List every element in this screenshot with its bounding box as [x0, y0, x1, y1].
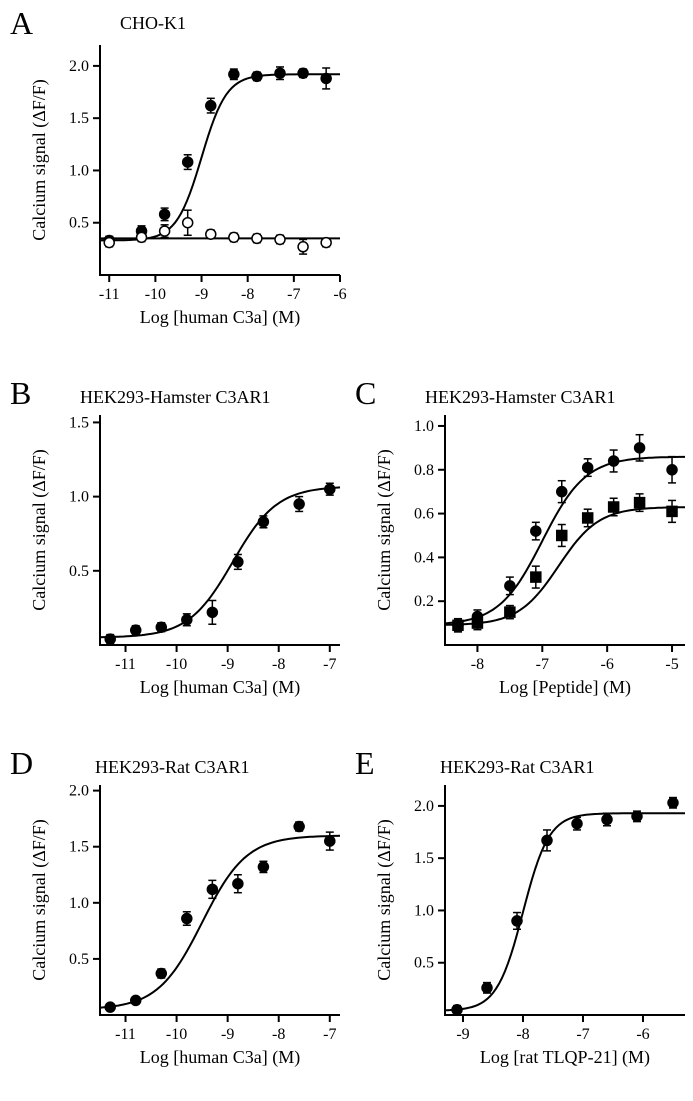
svg-text:0.4: 0.4 — [414, 549, 434, 566]
svg-text:Log [Peptide] (M): Log [Peptide] (M) — [499, 677, 631, 698]
svg-text:0.5: 0.5 — [69, 951, 89, 968]
svg-text:Log [rat TLQP-21] (M): Log [rat TLQP-21] (M) — [480, 1047, 650, 1068]
svg-text:2.0: 2.0 — [69, 783, 89, 800]
svg-text:1.0: 1.0 — [69, 489, 89, 506]
chart-B: 0.5 1.0 1.5 -11 -10 -9 -8 -7 Calcium signal (ΔF/… — [10, 375, 350, 720]
svg-text:-8: -8 — [272, 656, 285, 673]
svg-text:-9: -9 — [221, 1026, 234, 1043]
svg-text:-6: -6 — [636, 1026, 649, 1043]
svg-text:2.0: 2.0 — [414, 798, 434, 815]
svg-text:Log [human C3a] (M): Log [human C3a] (M) — [140, 307, 300, 328]
svg-text:-10: -10 — [166, 1026, 187, 1043]
svg-text:-6: -6 — [600, 656, 613, 673]
svg-text:2.0: 2.0 — [69, 58, 89, 75]
chart-E: 0.5 1.0 1.5 2.0 -9 -8 -7 -6 Calcium signal (ΔF/F… — [355, 745, 693, 1090]
svg-text:-9: -9 — [456, 1026, 469, 1043]
svg-text:Calcium signal (ΔF/F): Calcium signal (ΔF/F) — [374, 449, 395, 611]
svg-text:-11: -11 — [115, 656, 136, 673]
svg-text:Calcium signal (ΔF/F): Calcium signal (ΔF/F) — [29, 79, 50, 241]
chart-A: 0.5 1.0 1.5 2.0 -11 -10 -9 -8 -7 -6 Calcium signal… — [10, 5, 350, 350]
svg-text:-11: -11 — [99, 286, 120, 303]
svg-text:-8: -8 — [272, 1026, 285, 1043]
svg-text:1.5: 1.5 — [414, 850, 434, 867]
svg-text:-7: -7 — [576, 1026, 589, 1043]
svg-text:-9: -9 — [195, 286, 208, 303]
svg-text:-11: -11 — [115, 1026, 136, 1043]
svg-text:1.5: 1.5 — [69, 839, 89, 856]
svg-text:-10: -10 — [145, 286, 166, 303]
svg-text:-5: -5 — [665, 656, 678, 673]
svg-text:0.2: 0.2 — [414, 593, 434, 610]
svg-text:-8: -8 — [516, 1026, 529, 1043]
svg-text:-7: -7 — [323, 1026, 336, 1043]
svg-text:1.5: 1.5 — [69, 414, 89, 431]
svg-text:-7: -7 — [323, 656, 336, 673]
svg-text:Log [human C3a] (M): Log [human C3a] (M) — [140, 1047, 300, 1068]
svg-text:0.8: 0.8 — [414, 462, 434, 479]
svg-text:Calcium signal (ΔF/F): Calcium signal (ΔF/F) — [29, 449, 50, 611]
svg-text:Calcium signal (ΔF/F): Calcium signal (ΔF/F) — [29, 819, 50, 981]
svg-text:Log [human C3a] (M): Log [human C3a] (M) — [140, 677, 300, 698]
svg-text:Calcium signal (ΔF/F): Calcium signal (ΔF/F) — [374, 819, 395, 981]
panel-B: BHEK293-Hamster C3AR10.51.01.5-11-10-9-8… — [10, 375, 350, 720]
panel-E: EHEK293-Rat C3AR10.51.01.52.0-9-8-7-6Cal… — [355, 745, 693, 1090]
svg-text:1.0: 1.0 — [414, 902, 434, 919]
svg-text:-8: -8 — [241, 286, 254, 303]
chart-D: 0.5 1.0 1.5 2.0 -11 -10 -9 -8 -7 Calcium signal (… — [10, 745, 350, 1090]
svg-text:0.5: 0.5 — [69, 563, 89, 580]
svg-text:-7: -7 — [536, 656, 549, 673]
chart-C: 0.2 0.4 0.6 0.8 1.0 -8 -7 -6 -5 Calcium signal (Δ… — [355, 375, 693, 720]
svg-text:1.0: 1.0 — [69, 162, 89, 179]
svg-text:-7: -7 — [287, 286, 300, 303]
svg-text:-6: -6 — [333, 286, 346, 303]
svg-text:1.5: 1.5 — [69, 110, 89, 127]
svg-text:0.5: 0.5 — [69, 215, 89, 232]
svg-text:0.5: 0.5 — [414, 955, 434, 972]
panel-C: CHEK293-Hamster C3AR10.20.40.60.81.0-8-7… — [355, 375, 693, 720]
panel-D: DHEK293-Rat C3AR10.51.01.52.0-11-10-9-8-… — [10, 745, 350, 1090]
svg-text:-10: -10 — [166, 656, 187, 673]
svg-text:0.6: 0.6 — [414, 506, 434, 523]
figure-root: ACHO-K10.51.01.52.0-11-10-9-8-7-6Calcium… — [0, 0, 693, 1101]
panel-A: ACHO-K10.51.01.52.0-11-10-9-8-7-6Calcium… — [10, 5, 350, 350]
svg-text:-8: -8 — [471, 656, 484, 673]
svg-text:1.0: 1.0 — [414, 418, 434, 435]
svg-text:-9: -9 — [221, 656, 234, 673]
svg-text:1.0: 1.0 — [69, 895, 89, 912]
